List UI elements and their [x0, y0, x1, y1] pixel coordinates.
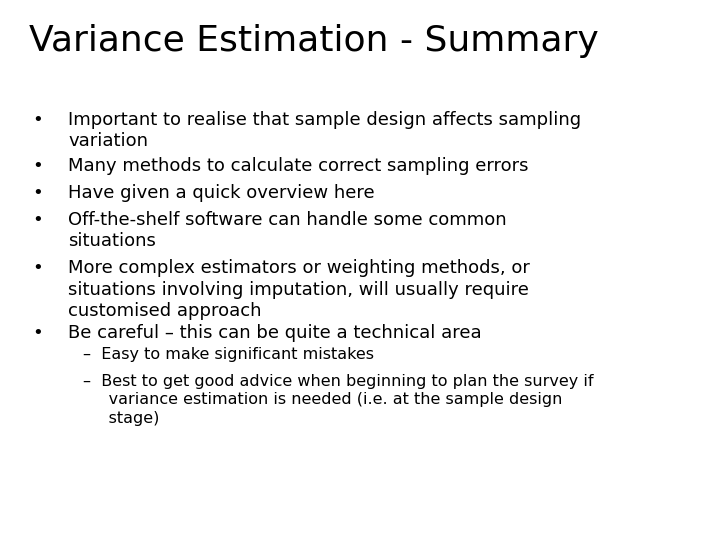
Text: –  Best to get good advice when beginning to plan the survey if
     variance es: – Best to get good advice when beginning… [83, 374, 593, 426]
Text: •: • [32, 211, 43, 228]
Text: •: • [32, 157, 43, 174]
Text: Variance Estimation - Summary: Variance Estimation - Summary [29, 24, 598, 58]
Text: Important to realise that sample design affects sampling
variation: Important to realise that sample design … [68, 111, 582, 150]
Text: •: • [32, 259, 43, 277]
Text: •: • [32, 184, 43, 201]
Text: Have given a quick overview here: Have given a quick overview here [68, 184, 375, 201]
Text: •: • [32, 111, 43, 129]
Text: •: • [32, 324, 43, 342]
Text: –  Easy to make significant mistakes: – Easy to make significant mistakes [83, 347, 374, 362]
Text: Off-the-shelf software can handle some common
situations: Off-the-shelf software can handle some c… [68, 211, 507, 250]
Text: Be careful – this can be quite a technical area: Be careful – this can be quite a technic… [68, 324, 482, 342]
Text: Many methods to calculate correct sampling errors: Many methods to calculate correct sampli… [68, 157, 529, 174]
Text: More complex estimators or weighting methods, or
situations involving imputation: More complex estimators or weighting met… [68, 259, 530, 320]
